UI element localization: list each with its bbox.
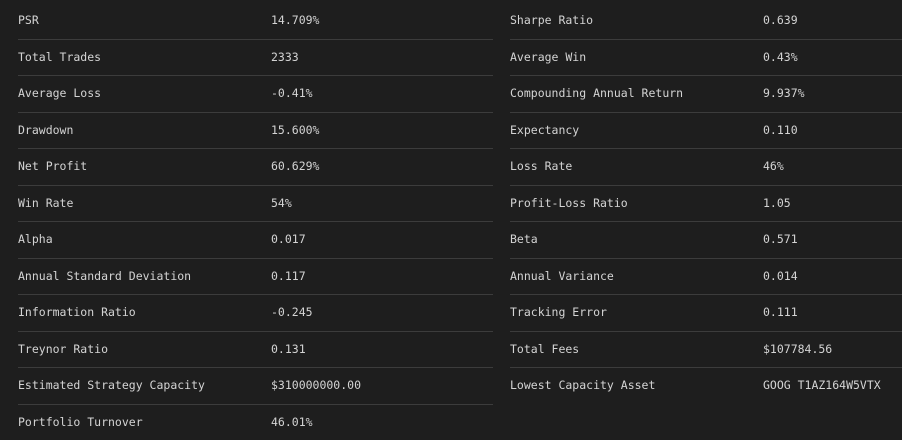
- stats-row: Drawdown 15.600% Expectancy 0.110: [0, 112, 902, 149]
- stat-value: -0.41%: [271, 75, 313, 111]
- stat-value: 2333: [271, 39, 299, 75]
- stat-label: Beta: [510, 221, 538, 257]
- stat-label: Lowest Capacity Asset: [510, 367, 655, 403]
- stat-label: Information Ratio: [18, 294, 136, 330]
- stats-row: Portfolio Turnover 46.01%: [0, 404, 902, 440]
- stat-label: Win Rate: [18, 185, 73, 221]
- stat-label: Profit-Loss Ratio: [510, 185, 628, 221]
- stats-row: PSR 14.709% Sharpe Ratio 0.639: [0, 2, 902, 39]
- stat-value: 54%: [271, 185, 292, 221]
- stat-label: Total Trades: [18, 39, 101, 75]
- stat-label: Net Profit: [18, 148, 87, 184]
- stat-value: 0.014: [763, 258, 798, 294]
- stat-value: 0.017: [271, 221, 306, 257]
- stat-label: PSR: [18, 2, 39, 38]
- stats-row: Annual Standard Deviation 0.117 Annual V…: [0, 258, 902, 295]
- stat-value: 15.600%: [271, 112, 319, 148]
- stats-row: Win Rate 54% Profit-Loss Ratio 1.05: [0, 185, 902, 222]
- stat-value: GOOG T1AZ164W5VTX: [763, 367, 881, 403]
- stat-label: Total Fees: [510, 331, 579, 367]
- stat-value: 0.131: [271, 331, 306, 367]
- stat-label: Compounding Annual Return: [510, 75, 683, 111]
- stat-value: -0.245: [271, 294, 313, 330]
- stat-value: 60.629%: [271, 148, 319, 184]
- stat-value: 14.709%: [271, 2, 319, 38]
- stat-label: Tracking Error: [510, 294, 607, 330]
- stat-label: Average Win: [510, 39, 586, 75]
- stat-label: Sharpe Ratio: [510, 2, 593, 38]
- stats-row: Information Ratio -0.245 Tracking Error …: [0, 294, 902, 331]
- stat-label: Alpha: [18, 221, 53, 257]
- stat-value: 0.571: [763, 221, 798, 257]
- stat-label: Annual Variance: [510, 258, 614, 294]
- stats-row: Total Trades 2333 Average Win 0.43%: [0, 39, 902, 76]
- stat-value: 1.05: [763, 185, 791, 221]
- stat-value: 0.117: [271, 258, 306, 294]
- stats-row: Estimated Strategy Capacity $310000000.0…: [0, 367, 902, 404]
- stat-value: 46.01%: [271, 404, 313, 440]
- stat-label: Annual Standard Deviation: [18, 258, 191, 294]
- stat-label: Portfolio Turnover: [18, 404, 143, 440]
- stat-label: Treynor Ratio: [18, 331, 108, 367]
- stat-value: $310000000.00: [271, 367, 361, 403]
- stat-value: 9.937%: [763, 75, 805, 111]
- stats-row: Average Loss -0.41% Compounding Annual R…: [0, 75, 902, 112]
- stat-value: 0.110: [763, 112, 798, 148]
- stat-label: Loss Rate: [510, 148, 572, 184]
- stat-value: 0.639: [763, 2, 798, 38]
- stats-row: Alpha 0.017 Beta 0.571: [0, 221, 902, 258]
- stat-label: Drawdown: [18, 112, 73, 148]
- stats-row: Net Profit 60.629% Loss Rate 46%: [0, 148, 902, 185]
- stat-label: Average Loss: [18, 75, 101, 111]
- stat-value: $107784.56: [763, 331, 832, 367]
- stat-label: Estimated Strategy Capacity: [18, 367, 205, 403]
- stat-value: 0.111: [763, 294, 798, 330]
- stat-value: 0.43%: [763, 39, 798, 75]
- stat-value: 46%: [763, 148, 784, 184]
- stat-label: Expectancy: [510, 112, 579, 148]
- stats-row: Treynor Ratio 0.131 Total Fees $107784.5…: [0, 331, 902, 368]
